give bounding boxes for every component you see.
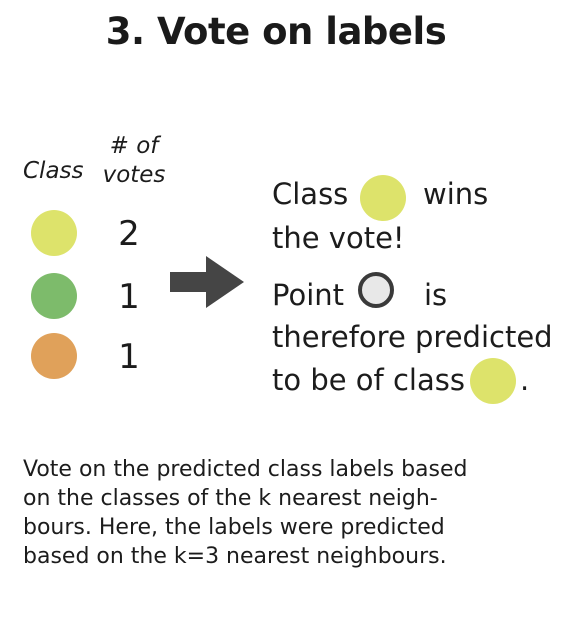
winning-class-dot-2: [470, 358, 516, 404]
caption-line: based on the k=3 nearest neighbours.: [23, 544, 447, 569]
vote-count-yellow: 2: [118, 214, 140, 254]
result-line1-b: wins: [423, 177, 489, 211]
votes-column-header: # of votes: [101, 132, 167, 190]
winning-class-dot: [360, 175, 406, 221]
page-title: 3. Vote on labels: [105, 10, 447, 53]
class-yellow-dot: [31, 210, 77, 256]
result-line1-a: Class: [272, 177, 349, 211]
votes-header-line2: votes: [102, 162, 166, 188]
votes-header-line1: # of: [109, 133, 159, 159]
caption-line: Vote on the predicted class labels based: [23, 457, 468, 482]
result-line3-b: is: [424, 278, 448, 312]
vote-count-orange: 1: [118, 337, 140, 377]
caption-line: on the classes of the k nearest neigh-: [23, 486, 438, 511]
class-orange-dot: [31, 333, 77, 379]
result-line5-b: .: [520, 363, 530, 397]
class-column-header: Class: [23, 158, 84, 184]
caption: Vote on the predicted class labels based…: [23, 455, 553, 571]
result-line3-a: Point: [272, 278, 345, 312]
result-line2: the vote!: [272, 221, 405, 255]
query-point-dot: [358, 272, 394, 308]
right-arrow-icon: [170, 256, 244, 308]
caption-line: bours. Here, the labels were predicted: [23, 515, 445, 540]
class-green-dot: [31, 273, 77, 319]
result-line4: therefore predicted: [272, 320, 553, 354]
vote-count-green: 1: [118, 277, 140, 317]
result-line5-a: to be of class: [272, 363, 465, 397]
